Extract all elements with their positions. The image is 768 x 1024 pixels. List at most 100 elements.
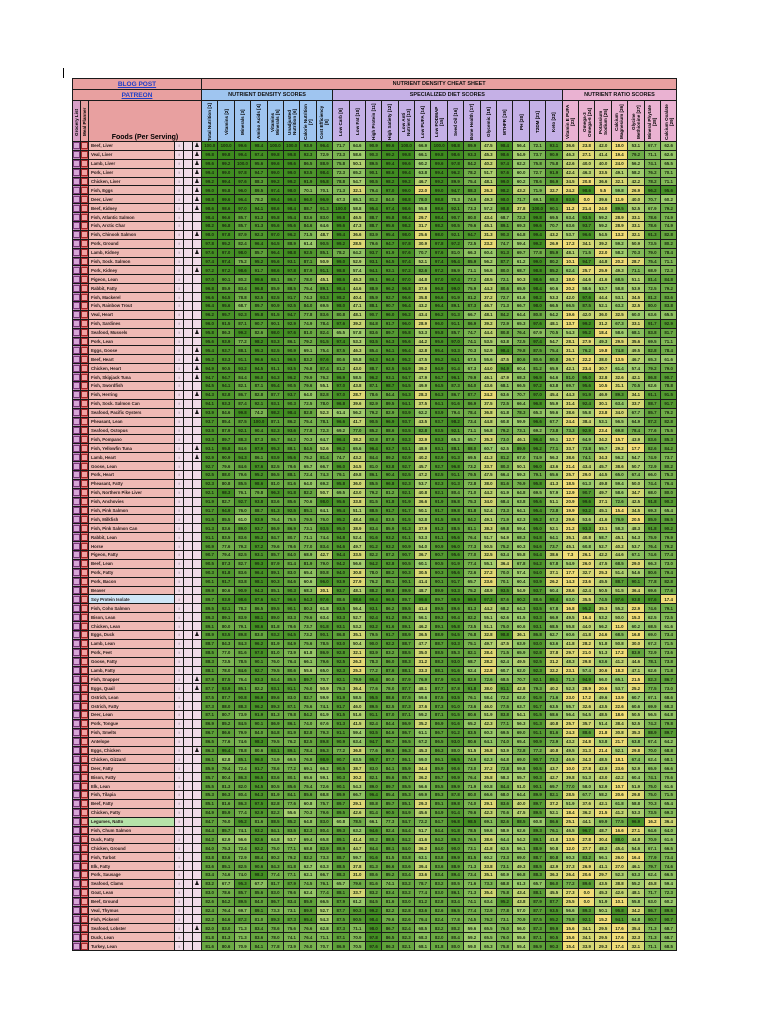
column-header[interactable]: Low Anti Nutrient [13] — [397, 100, 416, 142]
info-cell[interactable]: ⅰ — [174, 229, 184, 240]
column-header[interactable]: Vitamins Minerals [5] — [266, 100, 284, 142]
info-cell[interactable]: ⅰ — [174, 434, 184, 445]
column-header[interactable]: MTHFR [19] — [496, 100, 514, 142]
info-cell[interactable]: ⅰ — [174, 576, 184, 587]
food-name[interactable]: Fish, Herring — [88, 389, 175, 400]
food-name[interactable]: Fish, Milkfish — [88, 514, 175, 525]
info-cell[interactable]: ⅰ — [174, 345, 184, 356]
info-cell[interactable]: ⅰ — [174, 923, 184, 934]
info-cell[interactable]: ⅰ — [174, 718, 184, 729]
grocery-list-checkbox[interactable] — [72, 354, 81, 365]
food-name[interactable]: Duck, Fatty — [88, 834, 175, 845]
info-cell[interactable]: ⅰ — [174, 594, 184, 605]
meal-planner-checkbox[interactable] — [80, 238, 89, 249]
column-header[interactable]: Potassium Sodium [25] — [594, 100, 612, 142]
grocery-list-checkbox[interactable] — [72, 318, 81, 329]
meal-planner-checkbox[interactable] — [80, 496, 89, 507]
meal-planner-checkbox[interactable] — [80, 807, 89, 818]
info-cell[interactable]: ⅰ — [174, 701, 184, 711]
grocery-list-checkbox[interactable] — [72, 523, 81, 534]
meal-planner-checkbox[interactable] — [80, 861, 89, 872]
food-name[interactable]: Fish, Anchovies — [88, 496, 175, 507]
food-name[interactable]: Eggs, Goose — [88, 345, 175, 356]
food-name[interactable]: Eggs, Chicken — [88, 745, 175, 756]
food-name[interactable]: Pork, Kidney — [88, 265, 175, 276]
column-header[interactable]: Vitamins [2] — [217, 100, 235, 142]
column-header[interactable]: Amino Acids [4] — [250, 100, 268, 142]
food-name[interactable]: Beef, Heart — [88, 354, 175, 365]
info-cell[interactable]: ⅰ — [174, 896, 184, 907]
food-name[interactable]: Rabbit, Lean — [88, 532, 175, 543]
meal-planner-checkbox[interactable] — [80, 843, 89, 854]
meal-planner-checkbox[interactable] — [80, 727, 89, 738]
info-cell[interactable]: ⅰ — [174, 834, 184, 845]
grocery-list-checkbox[interactable] — [72, 656, 81, 667]
grocery-list-checkbox[interactable] — [72, 452, 81, 463]
grocery-list-checkbox[interactable] — [72, 443, 81, 454]
meal-planner-checkbox[interactable] — [80, 478, 89, 489]
meal-planner-checkbox[interactable] — [80, 469, 89, 480]
food-name[interactable]: Fish, Tilapia — [88, 790, 175, 800]
grocery-list-checkbox[interactable] — [72, 194, 81, 205]
grocery-list-checkbox[interactable] — [72, 185, 81, 196]
meal-planner-checkbox[interactable] — [80, 354, 89, 365]
meal-planner-checkbox[interactable] — [80, 194, 89, 205]
food-name[interactable]: Fish, Pickerel — [88, 914, 175, 925]
info-cell[interactable]: ⅰ — [174, 941, 184, 952]
grocery-list-checkbox[interactable] — [72, 843, 81, 854]
grocery-list-checkbox[interactable] — [72, 870, 81, 880]
meal-planner-checkbox[interactable] — [80, 932, 89, 943]
column-header[interactable]: Calcium Magnesium [26] — [610, 100, 629, 142]
grocery-list-checkbox[interactable] — [72, 229, 81, 240]
grocery-list-checkbox[interactable] — [72, 736, 81, 747]
meal-planner-checkbox[interactable] — [80, 941, 89, 952]
meal-planner-checkbox[interactable] — [80, 665, 89, 676]
grocery-list-checkbox[interactable] — [72, 327, 81, 338]
grocery-list-checkbox[interactable] — [72, 478, 81, 489]
info-cell[interactable]: ⅰ — [174, 141, 184, 151]
column-header[interactable]: Mineral Phytate [28] — [643, 100, 661, 142]
info-cell[interactable]: ⅰ — [174, 656, 184, 667]
meal-planner-checkbox[interactable] — [80, 549, 89, 560]
info-cell[interactable]: ⅰ — [174, 185, 184, 196]
food-name[interactable]: Eggs, Duck — [88, 629, 175, 640]
grocery-list-checkbox[interactable] — [72, 932, 81, 943]
food-name[interactable]: Chicken, Gizzard — [88, 754, 175, 765]
meal-planner-checkbox[interactable] — [80, 372, 89, 383]
food-name[interactable]: Deer, Lean — [88, 710, 175, 720]
meal-planner-checkbox[interactable] — [80, 603, 89, 614]
info-cell[interactable]: ⅰ — [174, 354, 184, 365]
grocery-list-checkbox[interactable] — [72, 763, 81, 774]
grocery-list-checkbox[interactable] — [72, 381, 81, 391]
column-header[interactable]: Seed Oil [16] — [446, 100, 465, 142]
grocery-list-checkbox[interactable] — [72, 878, 81, 889]
info-cell[interactable]: ⅰ — [174, 674, 184, 685]
food-name[interactable]: Seafood, Clams — [88, 878, 175, 889]
meal-planner-checkbox[interactable] — [80, 852, 89, 863]
info-cell[interactable]: ⅰ — [174, 727, 184, 738]
info-cell[interactable]: ⅰ — [174, 443, 184, 454]
column-header[interactable]: Minerals [3] — [233, 100, 252, 142]
food-name[interactable]: Lamb, Liver — [88, 158, 175, 169]
info-cell[interactable]: ⅰ — [174, 558, 184, 569]
info-cell[interactable]: ⅰ — [174, 549, 184, 560]
grocery-list-checkbox[interactable] — [72, 221, 81, 231]
grocery-list-checkbox[interactable] — [72, 674, 81, 685]
meal-planner-checkbox[interactable] — [80, 692, 89, 703]
info-cell[interactable]: ⅰ — [174, 425, 184, 436]
patreon-link[interactable]: PATREON — [121, 91, 153, 99]
meal-planner-checkbox[interactable] — [80, 309, 89, 320]
meal-planner-checkbox[interactable] — [80, 149, 89, 160]
info-cell[interactable]: ⅰ — [174, 176, 184, 187]
column-header[interactable]: Omega-3 Omega-6 [24] — [577, 100, 596, 142]
food-name[interactable]: Chicken, Fatty — [88, 807, 175, 818]
grocery-list-checkbox[interactable] — [72, 790, 81, 800]
meal-planner-checkbox[interactable] — [80, 718, 89, 729]
grocery-list-checkbox[interactable] — [72, 176, 81, 187]
meal-planner-checkbox[interactable] — [80, 407, 89, 418]
food-name[interactable]: Rabbit, Fatty — [88, 283, 175, 294]
food-name[interactable]: Chicken, Heart — [88, 363, 175, 374]
info-cell[interactable]: ⅰ — [174, 736, 184, 747]
info-cell[interactable]: ⅰ — [174, 629, 184, 640]
meal-planner-checkbox[interactable] — [80, 656, 89, 667]
